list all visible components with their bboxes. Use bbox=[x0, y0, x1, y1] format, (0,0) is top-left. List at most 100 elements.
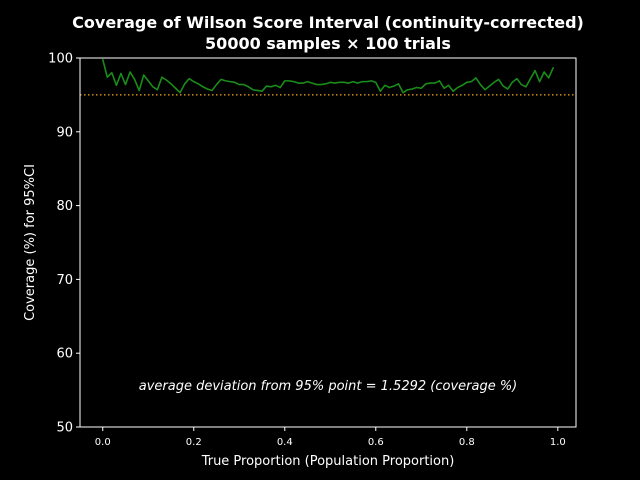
data-point bbox=[370, 80, 372, 82]
data-point bbox=[475, 77, 477, 79]
data-point bbox=[256, 89, 259, 92]
data-point bbox=[434, 82, 436, 84]
data-point bbox=[275, 84, 277, 86]
data-point bbox=[548, 77, 550, 79]
x-tick-label: 0.2 bbox=[186, 437, 202, 448]
y-tick-label: 80 bbox=[56, 199, 73, 214]
data-point bbox=[188, 78, 190, 80]
data-point bbox=[124, 83, 127, 86]
data-point bbox=[115, 84, 117, 86]
data-point bbox=[425, 83, 427, 85]
data-point bbox=[161, 76, 163, 78]
chart-title-line1: Coverage of Wilson Score Interval (conti… bbox=[72, 13, 584, 32]
data-point bbox=[420, 87, 422, 89]
data-point bbox=[174, 87, 177, 89]
data-point bbox=[179, 92, 181, 94]
data-point bbox=[197, 83, 199, 85]
data-point bbox=[429, 82, 431, 84]
data-point bbox=[388, 86, 391, 89]
data-point bbox=[102, 58, 104, 61]
data-point bbox=[488, 85, 491, 87]
data-point bbox=[393, 85, 395, 87]
data-point bbox=[352, 81, 354, 83]
y-tick-label: 50 bbox=[56, 421, 73, 436]
data-point bbox=[120, 72, 122, 75]
data-point bbox=[138, 89, 140, 92]
data-point bbox=[366, 81, 368, 83]
data-point bbox=[270, 86, 272, 88]
data-point bbox=[397, 83, 400, 85]
data-point bbox=[498, 78, 500, 80]
data-point bbox=[511, 81, 513, 83]
data-point bbox=[106, 76, 108, 78]
data-point bbox=[265, 85, 268, 87]
data-point bbox=[234, 81, 236, 83]
data-point bbox=[193, 81, 195, 83]
data-point bbox=[543, 71, 545, 73]
data-point bbox=[293, 81, 295, 83]
data-point bbox=[306, 81, 309, 83]
data-point bbox=[229, 81, 231, 83]
data-point bbox=[407, 89, 409, 91]
data-point bbox=[211, 89, 213, 92]
data-point bbox=[516, 78, 518, 80]
y-tick-label: 70 bbox=[56, 273, 73, 288]
data-point bbox=[143, 74, 145, 76]
data-point bbox=[356, 82, 359, 84]
data-point bbox=[220, 78, 222, 80]
data-point bbox=[343, 81, 345, 83]
data-point bbox=[416, 86, 418, 89]
data-point bbox=[334, 82, 336, 84]
data-point bbox=[529, 78, 532, 80]
data-point bbox=[461, 84, 463, 86]
data-point bbox=[288, 80, 290, 82]
coverage-series-line bbox=[101, 59, 554, 94]
data-point bbox=[325, 83, 327, 85]
data-point bbox=[338, 81, 340, 83]
data-point bbox=[247, 86, 249, 88]
data-point bbox=[243, 83, 245, 86]
data-point bbox=[470, 81, 472, 83]
data-point bbox=[375, 81, 377, 83]
data-point bbox=[347, 82, 350, 84]
data-point bbox=[297, 82, 300, 84]
y-tick-label: 100 bbox=[48, 52, 73, 67]
y-tick-label: 60 bbox=[56, 347, 73, 362]
data-point bbox=[152, 86, 154, 88]
data-point bbox=[302, 82, 304, 84]
data-point bbox=[384, 84, 386, 86]
annotation: average deviation from 95% point = 1.529… bbox=[139, 379, 518, 394]
data-point bbox=[552, 66, 554, 69]
data-point bbox=[457, 86, 459, 89]
chart-title-line2: 50000 samples × 100 trials bbox=[205, 34, 451, 53]
data-point bbox=[279, 86, 281, 89]
data-point bbox=[170, 83, 172, 85]
data-point bbox=[147, 80, 149, 82]
data-point bbox=[438, 80, 441, 82]
y-axis-label: Coverage (%) for 95%CI bbox=[23, 164, 38, 321]
data-point bbox=[447, 84, 450, 86]
data-point bbox=[329, 81, 331, 83]
data-point bbox=[539, 81, 541, 83]
y-tick-label: 90 bbox=[56, 125, 73, 140]
data-point bbox=[402, 92, 404, 94]
data-point bbox=[379, 90, 381, 92]
data-point bbox=[111, 72, 113, 74]
data-point bbox=[129, 71, 131, 73]
x-tick-label: 0.6 bbox=[368, 437, 384, 448]
x-tick-label: 0.0 bbox=[95, 437, 111, 448]
data-point bbox=[134, 78, 136, 80]
x-tick-label: 0.4 bbox=[277, 437, 293, 448]
x-axis-label: True Proportion (Population Proportion) bbox=[201, 454, 455, 469]
data-point bbox=[316, 83, 318, 86]
plot-frame bbox=[79, 57, 577, 428]
data-point bbox=[466, 81, 468, 83]
data-point bbox=[443, 87, 445, 89]
x-tick-label: 1.0 bbox=[550, 437, 566, 448]
data-point bbox=[156, 89, 158, 91]
data-point bbox=[320, 83, 322, 86]
data-point bbox=[284, 80, 286, 82]
data-point bbox=[252, 89, 254, 91]
